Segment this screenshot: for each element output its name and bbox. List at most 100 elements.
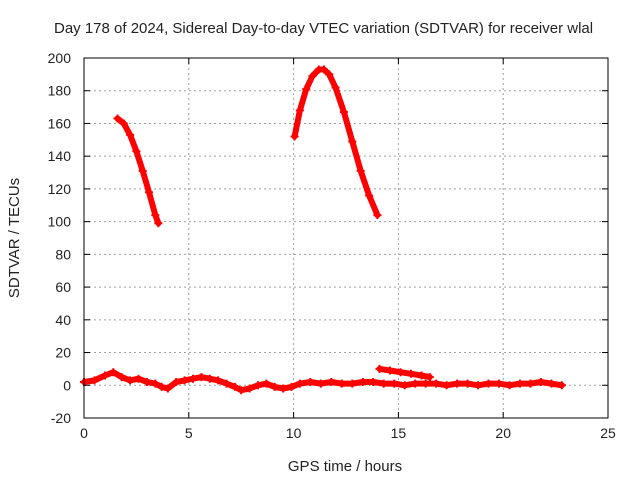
data-point bbox=[154, 219, 163, 228]
y-tick-label: 60 bbox=[55, 279, 71, 295]
data-point bbox=[222, 379, 231, 388]
y-tick-label: 140 bbox=[48, 148, 72, 164]
data-point bbox=[358, 378, 367, 386]
data-point bbox=[365, 191, 374, 200]
x-tick-label: 5 bbox=[185, 425, 193, 441]
data-point bbox=[516, 379, 524, 388]
data-point bbox=[308, 72, 317, 80]
data-point bbox=[290, 132, 299, 141]
data-point bbox=[453, 379, 462, 388]
y-tick-label: 80 bbox=[55, 246, 71, 262]
series-baseline bbox=[80, 368, 566, 395]
data-point bbox=[536, 378, 545, 386]
data-point bbox=[526, 379, 535, 388]
x-tick-label: 10 bbox=[286, 425, 302, 441]
data-point bbox=[90, 376, 99, 385]
data-point bbox=[339, 108, 348, 116]
data-point bbox=[270, 382, 279, 391]
data-point bbox=[421, 379, 430, 388]
data-point bbox=[400, 381, 409, 390]
data-point bbox=[151, 379, 160, 388]
data-point bbox=[407, 369, 415, 378]
data-point bbox=[237, 386, 246, 395]
data-point bbox=[163, 384, 172, 393]
data-point bbox=[180, 376, 189, 385]
y-tick-label: -20 bbox=[51, 410, 71, 426]
data-point bbox=[172, 378, 181, 386]
data-point bbox=[348, 379, 357, 388]
data-point bbox=[379, 379, 388, 388]
data-point bbox=[417, 371, 426, 380]
y-tick-label: 0 bbox=[63, 377, 71, 393]
data-point bbox=[327, 378, 336, 386]
data-point bbox=[302, 85, 311, 94]
data-point bbox=[442, 381, 451, 390]
x-tick-label: 25 bbox=[600, 425, 616, 441]
data-point bbox=[295, 379, 304, 388]
data-point bbox=[356, 166, 365, 175]
data-point bbox=[134, 374, 143, 383]
data-point bbox=[132, 147, 141, 156]
data-point bbox=[262, 379, 271, 388]
data-point bbox=[557, 381, 566, 390]
data-point bbox=[157, 382, 166, 391]
data-point bbox=[432, 379, 441, 388]
y-tick-label: 120 bbox=[48, 181, 72, 197]
y-tick-label: 20 bbox=[55, 345, 71, 361]
data-point bbox=[348, 137, 357, 146]
data-point bbox=[547, 379, 556, 388]
data-point bbox=[474, 381, 482, 390]
data-point bbox=[142, 378, 151, 386]
data-point bbox=[197, 373, 206, 382]
data-point bbox=[505, 381, 514, 390]
data-point bbox=[373, 211, 382, 220]
y-axis-label: SDTVAR / TECUs bbox=[6, 178, 23, 298]
x-tick-label: 20 bbox=[495, 425, 511, 441]
x-tick-label: 15 bbox=[391, 425, 407, 441]
data-point bbox=[109, 368, 118, 377]
data-point bbox=[484, 379, 493, 388]
data-point bbox=[396, 368, 405, 377]
data-point bbox=[113, 114, 122, 123]
series-trace bbox=[81, 369, 565, 394]
data-point bbox=[287, 382, 296, 391]
data-point bbox=[205, 374, 214, 383]
data-point bbox=[189, 374, 197, 383]
data-point bbox=[375, 364, 384, 373]
data-point bbox=[325, 70, 334, 79]
data-point bbox=[101, 371, 109, 380]
data-point bbox=[390, 379, 399, 388]
data-point bbox=[495, 379, 503, 388]
data-point bbox=[411, 379, 420, 388]
data-point bbox=[214, 376, 223, 385]
data-point bbox=[463, 379, 472, 388]
data-point bbox=[151, 211, 160, 220]
series-arc-2 bbox=[290, 65, 382, 220]
data-point bbox=[386, 366, 394, 375]
y-tick-label: 160 bbox=[48, 115, 72, 131]
plot-frame bbox=[83, 57, 609, 419]
y-tick-label: 200 bbox=[48, 50, 72, 66]
data-point bbox=[306, 378, 315, 386]
chart-title: Day 178 of 2024, Sidereal Day-to-day VTE… bbox=[54, 20, 593, 37]
axis-ticks: 0 5 10 15 20 25 -20 0 20 40 60 80 100 120 140 160 180 200 bbox=[48, 50, 616, 441]
data-series bbox=[80, 65, 566, 395]
data-point bbox=[425, 373, 434, 382]
data-point bbox=[254, 381, 262, 390]
data-point bbox=[245, 384, 254, 393]
data-point bbox=[145, 188, 153, 197]
series-trace bbox=[114, 115, 162, 227]
data-point bbox=[126, 130, 135, 139]
data-point bbox=[295, 106, 304, 115]
x-tick-label: 0 bbox=[80, 425, 88, 441]
data-point bbox=[117, 373, 126, 382]
data-point bbox=[279, 384, 288, 393]
data-point bbox=[331, 83, 340, 92]
data-point bbox=[126, 376, 135, 385]
y-tick-label: 180 bbox=[48, 83, 72, 99]
data-point bbox=[316, 379, 325, 388]
data-point bbox=[138, 166, 147, 175]
data-point bbox=[320, 65, 328, 74]
series-segment-3 bbox=[375, 364, 434, 382]
